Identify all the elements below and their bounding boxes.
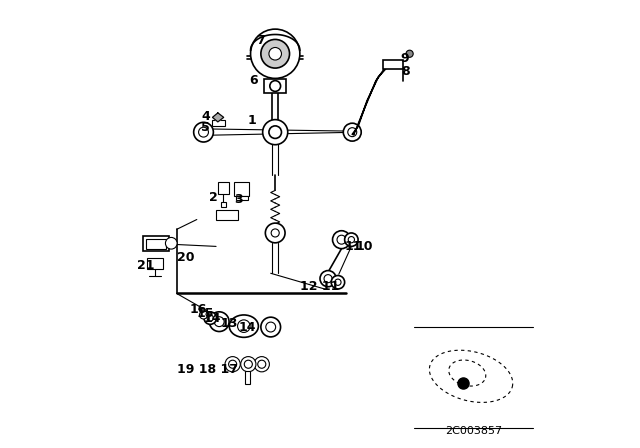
Circle shape [324,275,332,283]
Circle shape [214,317,224,327]
Circle shape [204,312,216,324]
Bar [234,182,249,196]
Bar [216,210,239,220]
Circle shape [332,276,345,289]
Circle shape [241,357,256,372]
Text: 6: 6 [250,74,258,87]
Circle shape [228,360,237,368]
Circle shape [237,320,250,332]
Text: 9: 9 [401,52,410,65]
Text: 14: 14 [204,311,221,325]
Circle shape [209,312,229,332]
Bar [264,79,287,93]
Text: 21: 21 [138,258,155,272]
Circle shape [244,360,252,368]
Circle shape [261,317,280,337]
Circle shape [194,122,213,142]
Text: 4: 4 [202,110,210,123]
Circle shape [406,50,413,57]
Text: 19 18 17: 19 18 17 [177,363,237,376]
Circle shape [200,311,207,319]
Bar [244,371,250,384]
Ellipse shape [229,315,259,337]
Bar [212,120,225,126]
Circle shape [207,315,213,321]
Text: 3: 3 [234,193,243,206]
Text: 12 11: 12 11 [300,280,340,293]
Circle shape [343,123,361,141]
Text: 5: 5 [202,121,210,134]
Circle shape [337,235,346,244]
Text: 7: 7 [257,34,265,47]
Text: 1: 1 [248,114,256,128]
Text: 13: 13 [221,317,238,330]
Text: 2C003857: 2C003857 [445,426,502,435]
Circle shape [266,322,276,332]
Circle shape [269,126,282,138]
Bar [218,182,228,194]
Circle shape [251,29,300,78]
Circle shape [225,357,240,372]
Text: 10: 10 [356,240,374,253]
Circle shape [254,357,269,372]
Circle shape [333,231,351,249]
Polygon shape [352,64,392,134]
Text: 16: 16 [189,302,207,316]
Circle shape [262,120,288,145]
Text: 8: 8 [401,65,410,78]
Circle shape [258,360,266,368]
Circle shape [266,223,285,243]
Text: 20: 20 [177,251,195,264]
Bar [147,258,163,269]
Circle shape [269,47,282,60]
Circle shape [198,127,209,137]
Polygon shape [212,113,224,122]
Bar [221,202,226,207]
Circle shape [335,279,341,285]
Circle shape [344,233,358,246]
Circle shape [261,39,289,68]
Circle shape [165,237,177,249]
Circle shape [270,81,280,91]
Bar [143,236,170,251]
Bar [383,60,403,69]
Text: 2: 2 [209,190,218,204]
Text: 11: 11 [345,240,362,253]
Circle shape [348,237,355,243]
Text: 15: 15 [196,307,214,320]
Bar [146,239,166,249]
Text: 14: 14 [239,321,256,335]
Circle shape [271,229,279,237]
Polygon shape [204,129,356,135]
Circle shape [348,128,356,137]
Circle shape [320,271,336,287]
Bar [236,196,248,200]
